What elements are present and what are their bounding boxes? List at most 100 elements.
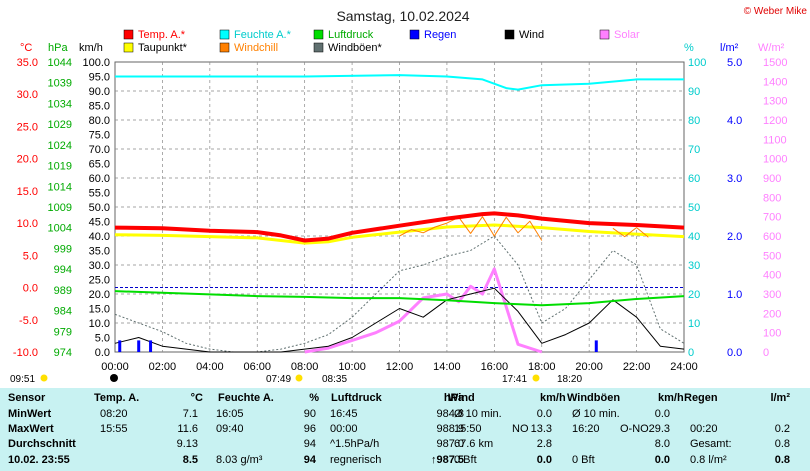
solar-tick: 0 (763, 347, 769, 359)
table-header: km/h (658, 392, 684, 404)
legend-label: Regen (424, 29, 456, 41)
table-header: l/m² (770, 392, 790, 404)
gust-info: Ø 10 min. (572, 408, 620, 420)
wind-tick: 20.0 (89, 289, 110, 301)
pressure-tick: 1044 (48, 57, 72, 69)
rain-info: 0.8 l/m² (690, 454, 727, 466)
solar-tick: 1000 (763, 154, 787, 166)
temp-value: 9.13 (176, 438, 198, 450)
temp-tick: 5.0 (23, 250, 38, 262)
temp-value: 8.5 (182, 454, 198, 466)
x-tick: 12:00 (386, 361, 414, 373)
temp-tick: 30.0 (17, 89, 38, 101)
pressure-tick: 974 (54, 347, 72, 359)
humidity-tick: 100 (688, 57, 706, 69)
humidity-tick: 30 (688, 260, 700, 272)
x-tick: 18:00 (528, 361, 556, 373)
wind-value: 0.0 (536, 454, 552, 466)
pressure-tick: 1009 (48, 202, 72, 214)
x-tick: 22:00 (623, 361, 651, 373)
legend-label: Solar (614, 29, 640, 41)
sunset-label: 17:41 (502, 374, 527, 385)
pressure-tick: 989 (54, 285, 72, 297)
rain-bar (594, 340, 598, 352)
x-tick: 10:00 (338, 361, 366, 373)
table-header: Wind (448, 392, 475, 404)
pressure-tick: 1029 (48, 119, 72, 131)
wind-tick: 55.0 (89, 188, 110, 200)
table-header: Regen (684, 392, 718, 404)
wind-info: Ø 10 min. (454, 408, 502, 420)
solar-unit-label: W/m² (758, 42, 785, 54)
solar-tick: 900 (763, 173, 781, 185)
rain-bar (149, 340, 153, 352)
row-label: Durchschnitt (8, 438, 76, 450)
wind-tick: 60.0 (89, 173, 110, 185)
series-line-solar (304, 267, 543, 354)
wind-value: 13.3 (530, 423, 552, 435)
temp-time: 08:20 (100, 408, 128, 420)
x-tick: 14:00 (433, 361, 461, 373)
wind-info: 0 Bft (454, 454, 477, 466)
wind-tick: 75.0 (89, 130, 110, 142)
pressure-tick: 984 (54, 306, 72, 318)
sunrise-label: 07:49 (266, 374, 291, 385)
temp-time: 15:55 (100, 423, 128, 435)
legend-swatch (409, 29, 420, 40)
wind-tick: 10.0 (89, 318, 110, 330)
humidity-value: 96 (303, 423, 316, 435)
pressure-time: 00:00 (330, 423, 358, 435)
humidity-tick: 90 (688, 86, 700, 98)
pressure-tick: 994 (54, 264, 72, 276)
wind-tick: 85.0 (89, 101, 110, 113)
temp-tick: 20.0 (17, 154, 38, 166)
temp-tick: 15.0 (17, 186, 38, 198)
wind-info: 67.6 km (454, 438, 494, 450)
legend-swatch (219, 29, 230, 40)
table-header: hPa (443, 392, 464, 404)
solar-tick: 600 (763, 231, 781, 243)
humidity-tick: 70 (688, 144, 700, 156)
temp-tick: 35.0 (17, 57, 38, 69)
civil-begin-label: 09:51 (10, 374, 35, 385)
humidity-tick: 40 (688, 231, 700, 243)
wind-tick: 40.0 (89, 231, 110, 243)
pressure-value: 988.9 (436, 423, 464, 435)
moonset-label: 18:20 (557, 374, 582, 385)
row-label: MaxWert (8, 423, 54, 435)
table-header: km/h (540, 392, 566, 404)
rain-unit-label: l/m² (720, 42, 739, 54)
x-tick: 24:00 (670, 361, 698, 373)
wind-tick: 15.0 (89, 304, 110, 316)
chart-legend: Temp. A.* Feuchte A.* Luftdruck Regen Wind So… (123, 29, 640, 54)
humidity-value: 94 (303, 438, 316, 450)
axis-units: °C hPa km/h % l/m² W/m² (20, 42, 785, 54)
moon-icon (110, 374, 118, 382)
series-line-taupunkt (114, 223, 685, 245)
wind-tick: 90.0 (89, 86, 110, 98)
table-header: Sensor (8, 392, 46, 404)
statistics-table: Sensor Temp. A. °C Feuchte A.% Luftdruck hPa W… (0, 388, 810, 471)
rain-value: 0.8 (774, 438, 790, 450)
rain-value: 0.2 (774, 423, 790, 435)
solar-tick: 300 (763, 289, 781, 301)
row-label: MinWert (8, 408, 52, 420)
rain-tick: 5.0 (727, 57, 742, 69)
gust-value: 29.3 (648, 423, 670, 435)
solar-tick: 100 (763, 328, 781, 340)
temp-value: 7.1 (182, 408, 198, 420)
pressure-time: ^1.5hPa/h (330, 438, 380, 450)
chart-grid (114, 61, 685, 353)
pressure-tick: 999 (54, 243, 72, 255)
rain-tick: 1.0 (727, 289, 742, 301)
pressure-tick: 1039 (48, 78, 72, 90)
axis-ticks: 35.0 30.0 25.0 20.0 15.0 10.0 5.0 0.0 -5.0 -10.0 1… (13, 57, 788, 359)
pressure-tick: 1034 (48, 98, 72, 110)
rain-bar (118, 340, 122, 352)
legend-label: Windböen* (328, 42, 383, 54)
pressure-value: 984.8 (436, 408, 464, 420)
legend-swatch (504, 29, 515, 40)
solar-tick: 400 (763, 270, 781, 282)
wind-tick: 95.0 (89, 72, 110, 84)
humidity-time: 09:40 (216, 423, 244, 435)
